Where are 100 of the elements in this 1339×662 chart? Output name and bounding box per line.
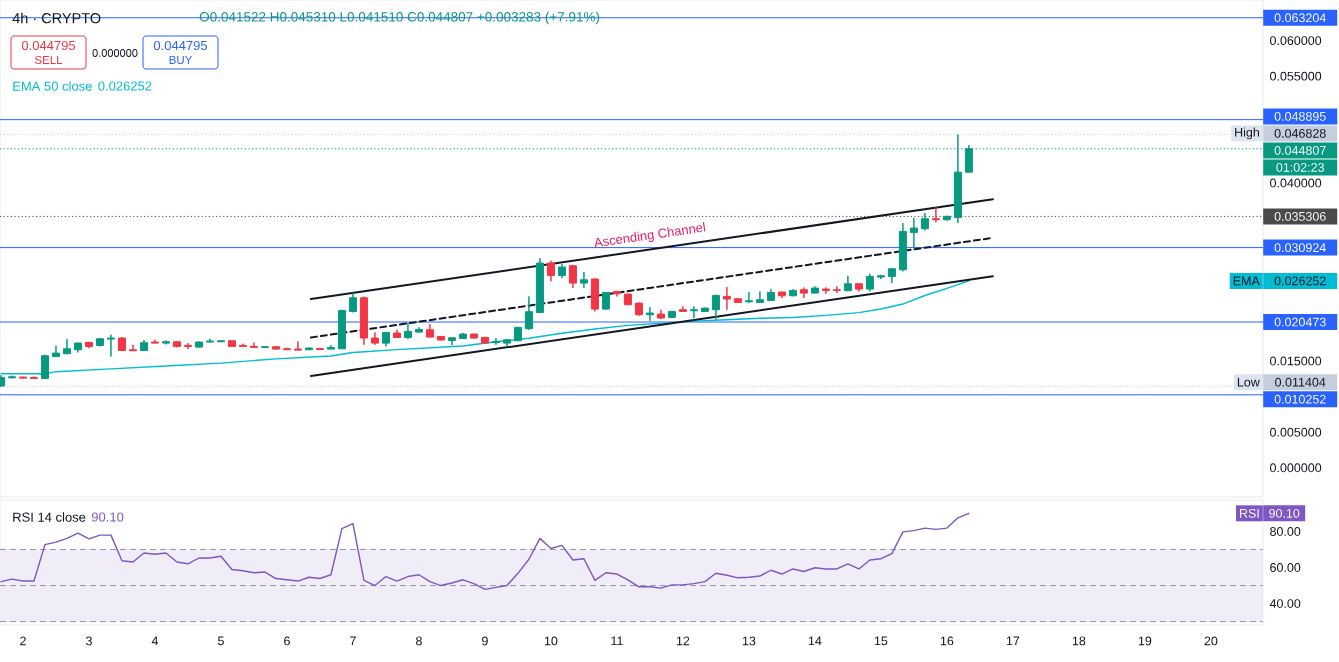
x-tick-label: 9 — [482, 636, 488, 646]
candlestick — [18, 376, 27, 379]
candlestick — [227, 339, 236, 348]
candlestick — [183, 342, 192, 350]
candlestick — [425, 323, 434, 338]
candlestick — [436, 335, 445, 341]
candlestick — [29, 375, 38, 379]
candlestick — [480, 336, 489, 345]
y-tick-label: 0.040000 — [1270, 178, 1322, 188]
text: 0.026252 — [1274, 276, 1326, 286]
candlestick — [238, 343, 247, 348]
annotation: 90.10 — [91, 512, 124, 522]
annotation: 0.044795 — [153, 40, 208, 51]
candlestick — [942, 215, 951, 222]
candlestick — [513, 326, 522, 342]
candlestick — [51, 345, 60, 358]
y-tick-label: 60.00 — [1270, 563, 1301, 572]
candlestick — [645, 306, 654, 322]
candlestick — [722, 286, 731, 311]
annotation: Low — [1237, 377, 1260, 387]
candlestick — [898, 222, 907, 272]
candlestick — [403, 322, 412, 340]
y-tick-label: 0.015000 — [1270, 356, 1322, 366]
x-tick-label: 4 — [151, 636, 159, 646]
candlestick — [106, 334, 115, 357]
candlestick — [271, 345, 280, 350]
candlestick — [964, 144, 973, 173]
candlestick — [370, 331, 379, 346]
candlestick — [260, 345, 269, 349]
ref-line-label: 0.035306 — [1274, 211, 1326, 221]
x-tick-label: 3 — [85, 636, 92, 646]
ref-line-label: 0.010252 — [1274, 394, 1326, 404]
candlestick — [293, 340, 302, 351]
ref-line-label: 0.011404 — [1275, 377, 1326, 387]
candlestick — [304, 346, 313, 351]
annotation: BUY — [169, 55, 193, 64]
candlestick — [612, 290, 621, 297]
candlestick — [524, 295, 533, 331]
annotation: 0.026252 — [98, 81, 152, 91]
candlestick — [359, 295, 368, 346]
ref-line-label: 0.044807 — [1274, 145, 1326, 155]
candlestick — [931, 206, 940, 223]
candlestick — [282, 347, 291, 351]
candlestick — [766, 288, 775, 302]
candlestick — [711, 294, 720, 321]
candlestick — [854, 282, 863, 292]
candlestick — [337, 309, 346, 350]
y-tick-label: 0.000000 — [1270, 463, 1322, 473]
x-tick-label: 14 — [808, 636, 822, 646]
ref-line-label: 0.048895 — [1274, 111, 1326, 121]
candlestick — [678, 305, 687, 313]
candlestick — [469, 333, 478, 339]
candlestick — [194, 340, 203, 348]
x-tick-label: 7 — [350, 636, 356, 646]
ref-line-label: 0.020473 — [1274, 317, 1326, 327]
candlestick — [601, 291, 610, 311]
text: EMA 50 close — [13, 81, 92, 91]
candlestick — [414, 326, 423, 333]
x-tick-label: 8 — [416, 636, 422, 646]
candlestick — [799, 286, 808, 299]
y-tick-label: 0.005000 — [1270, 427, 1322, 437]
candlestick — [40, 354, 49, 380]
candlestick — [810, 285, 819, 294]
candlestick — [590, 277, 599, 312]
candlestick — [216, 339, 225, 343]
candlestick — [887, 267, 896, 284]
x-tick-label: 18 — [1072, 636, 1086, 646]
annotation: High — [1235, 127, 1259, 140]
x-tick-label: 5 — [217, 636, 224, 646]
candlestick — [249, 341, 258, 349]
candlestick — [326, 344, 335, 350]
annotation: EMA — [1233, 276, 1260, 286]
x-tick-label: 19 — [1138, 636, 1152, 646]
candlestick — [62, 338, 71, 355]
candlestick — [458, 332, 467, 340]
candlestick — [535, 257, 544, 314]
text: 90.10 — [1269, 508, 1300, 518]
candlestick — [491, 337, 500, 346]
candlestick — [744, 291, 753, 304]
candlestick — [7, 375, 16, 379]
x-tick-label: 20 — [1204, 636, 1218, 646]
candlestick — [128, 344, 137, 352]
candlestick — [579, 271, 588, 289]
x-tick-label: 17 — [1006, 636, 1020, 646]
candlestick — [161, 339, 170, 345]
candlestick — [150, 339, 159, 344]
candlestick — [392, 329, 401, 339]
line-series — [0, 512, 970, 591]
candlestick — [139, 339, 148, 352]
candlestick — [667, 310, 676, 319]
ref-line-label: 0.063204 — [1274, 13, 1326, 23]
candlestick — [777, 291, 786, 299]
y-tick-label: 0.055000 — [1270, 71, 1322, 81]
candlestick — [733, 297, 742, 304]
x-tick-label: 16 — [940, 636, 954, 646]
candlestick — [865, 273, 874, 292]
candlestick — [315, 347, 324, 351]
candlestick — [447, 336, 456, 346]
ref-line-label: 0.046828 — [1274, 128, 1326, 138]
x-tick-label: 10 — [544, 636, 558, 646]
